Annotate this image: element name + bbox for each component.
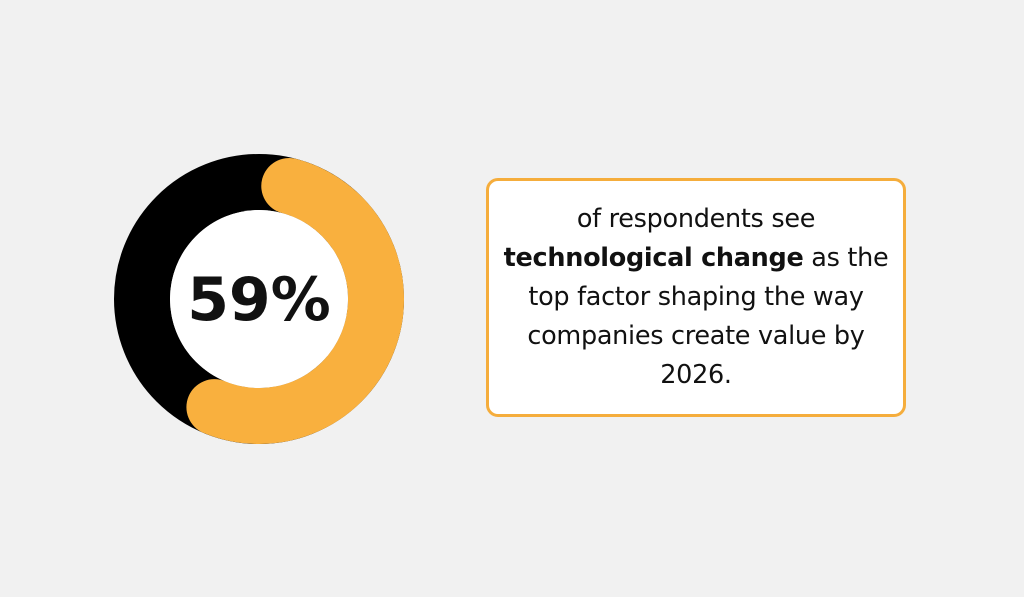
callout-text-emphasis: technological change (503, 243, 804, 273)
callout-text: of respondents see technological change … (489, 200, 903, 395)
accent-arc-59-percent (186, 157, 404, 444)
callout-text-tail: as the top factor shaping the way compan… (527, 243, 889, 390)
chart-hole (170, 210, 348, 388)
callout-text-lead: of respondents see (576, 204, 816, 234)
callout-box: of respondents see technological change … (486, 178, 906, 417)
donut-chart: 59% (114, 154, 404, 444)
percentage-label: 59% (187, 265, 331, 335)
